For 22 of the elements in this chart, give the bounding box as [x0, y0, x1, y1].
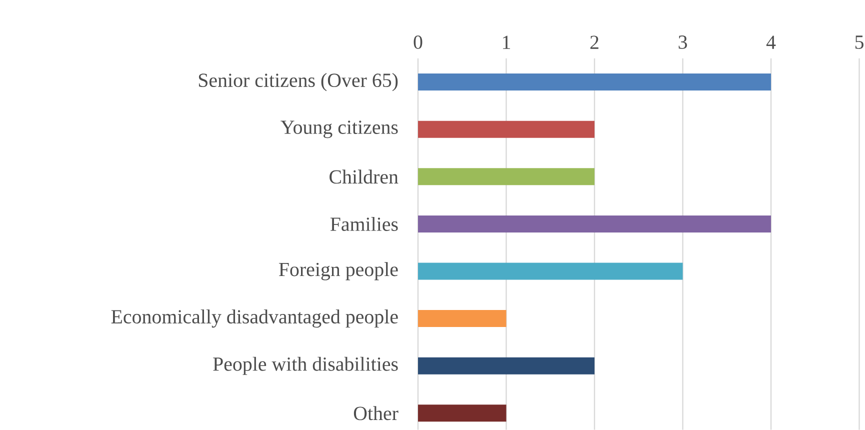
y-tick-label: People with disabilities [213, 356, 398, 375]
y-tick-label: Foreign people [278, 262, 398, 280]
y-tick-label: Senior citizens (Over 65) [198, 73, 398, 92]
bar [418, 310, 506, 328]
bar [418, 357, 595, 374]
y-tick-label: Children [330, 170, 398, 184]
y-tick-label: Other [354, 406, 398, 420]
y-tick-label: Families [330, 216, 398, 231]
bar [418, 404, 506, 422]
bar [418, 74, 772, 91]
x-tick-label: 2 [590, 36, 598, 49]
y-tick-label: Young citizens [280, 120, 398, 138]
x-tick-label: 4 [766, 36, 776, 49]
x-tick-label: 5 [855, 36, 864, 49]
x-tick-label: 1 [503, 36, 510, 49]
bar [418, 168, 595, 186]
bar [418, 120, 595, 138]
x-tick-label: 3 [678, 36, 687, 49]
bar [418, 262, 683, 280]
y-tick-label: Economically disadvantaged people [111, 309, 398, 328]
x-tick-label: 0 [414, 35, 422, 49]
bar [418, 215, 772, 232]
